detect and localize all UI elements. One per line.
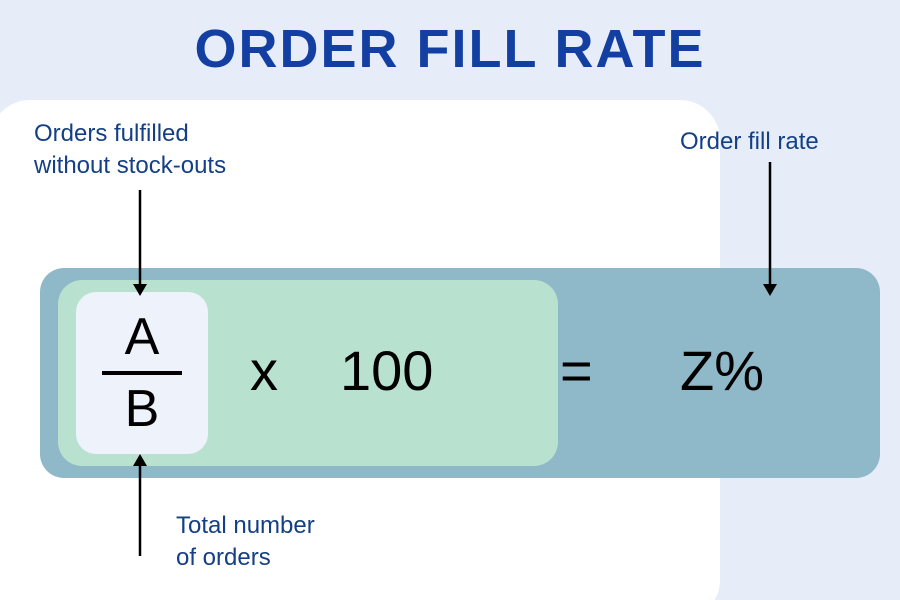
equals-sign: = xyxy=(560,338,593,403)
denominator-annotation-line2: of orders xyxy=(176,542,315,574)
result: Z% xyxy=(680,338,764,403)
multiply-sign: x xyxy=(250,338,278,403)
fraction-line xyxy=(102,371,182,375)
numerator-annotation: Orders fulfilled without stock-outs xyxy=(34,118,226,183)
arrow-to-result xyxy=(758,150,782,308)
fraction-box: A B xyxy=(76,292,208,454)
denominator-annotation: Total number of orders xyxy=(176,510,315,575)
constant-100: 100 xyxy=(340,338,433,403)
numerator: A xyxy=(125,311,160,363)
numerator-annotation-line1: Orders fulfilled xyxy=(34,118,226,150)
page-title: ORDER FILL RATE xyxy=(0,18,900,80)
denominator-annotation-line1: Total number xyxy=(176,510,315,542)
denominator: B xyxy=(125,383,160,435)
arrow-to-numerator xyxy=(128,178,152,308)
result-annotation: Order fill rate xyxy=(680,126,819,158)
arrow-to-denominator xyxy=(128,442,152,568)
